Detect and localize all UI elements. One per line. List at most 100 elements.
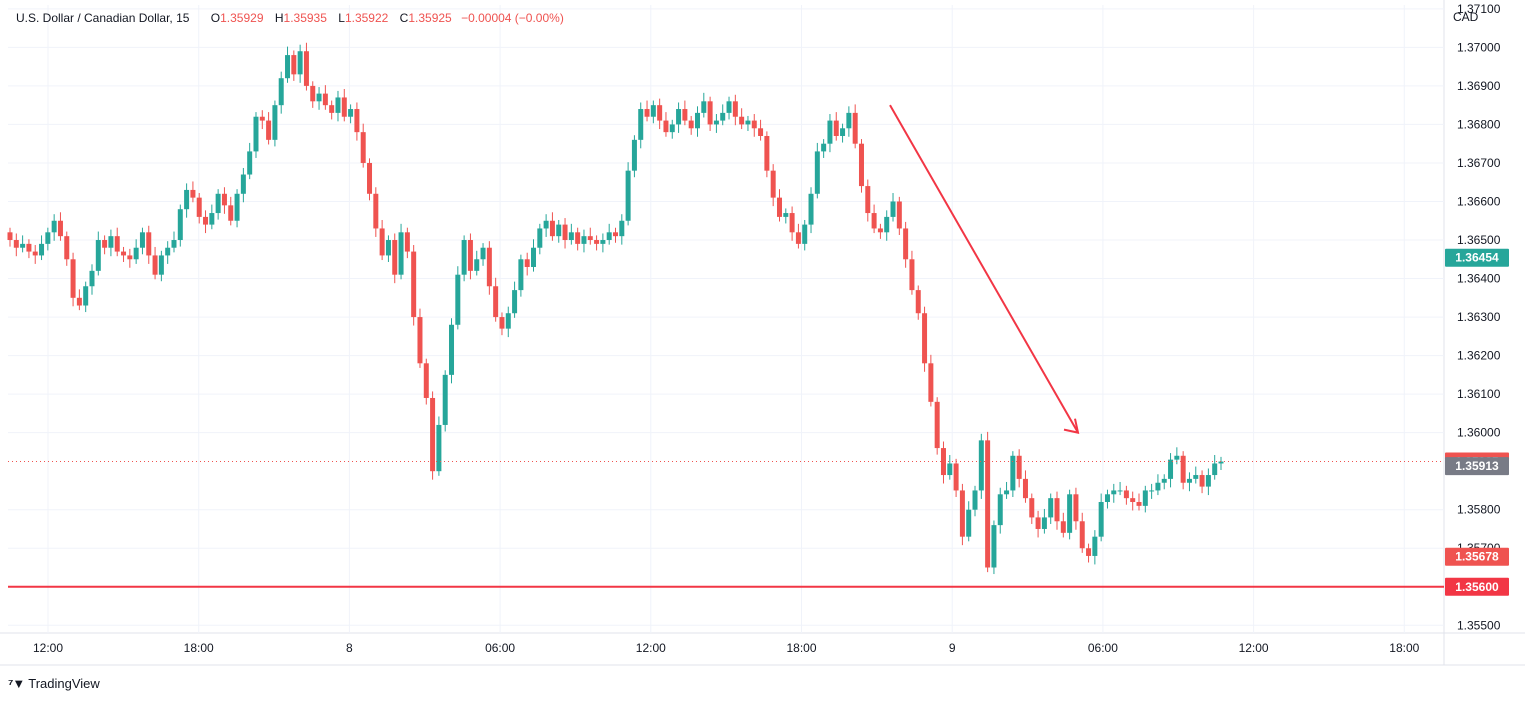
candle-body — [1142, 490, 1148, 506]
candle-body — [259, 116, 265, 121]
price-label: 1.35913 — [1445, 457, 1509, 476]
y-tick-label: 1.36100 — [1457, 387, 1501, 401]
candle — [171, 231, 177, 253]
candle-body — [985, 440, 991, 568]
candle — [367, 158, 373, 201]
candle — [177, 204, 183, 247]
candle-body — [669, 124, 675, 133]
candle — [259, 110, 265, 130]
candle — [682, 100, 688, 126]
candle — [278, 71, 284, 114]
candle — [896, 196, 902, 236]
candle — [858, 139, 864, 193]
candle — [972, 485, 978, 517]
candle-body — [423, 363, 429, 398]
y-tick-label: 1.36200 — [1457, 349, 1501, 363]
candle — [461, 235, 467, 282]
candle-body — [467, 240, 473, 271]
candle-body — [531, 247, 537, 267]
price-label-text: 1.36454 — [1455, 251, 1499, 265]
candle — [720, 104, 726, 126]
candle-body — [442, 374, 448, 425]
price-label-box — [1445, 577, 1509, 596]
candle-body — [1117, 490, 1123, 492]
candle — [455, 266, 461, 330]
candle — [789, 206, 795, 241]
candle-body — [600, 240, 606, 244]
candle — [833, 112, 839, 141]
candle-body — [379, 228, 385, 256]
candle-body — [102, 240, 108, 248]
candle — [480, 243, 486, 266]
y-tick-label: 1.36400 — [1457, 272, 1501, 286]
candle — [89, 264, 95, 295]
candle-body — [751, 120, 757, 129]
candle — [20, 235, 26, 253]
candle-body — [858, 143, 864, 187]
candle-body — [1218, 461, 1224, 464]
candle-body — [915, 290, 921, 314]
candle — [505, 306, 511, 338]
price-label-text: 1.35913 — [1455, 459, 1499, 473]
candle-body — [1168, 459, 1174, 479]
candle — [1035, 510, 1041, 538]
candle-body — [903, 228, 909, 260]
candle-body — [64, 236, 70, 260]
candle — [70, 252, 76, 307]
candle-body — [978, 440, 984, 491]
candle — [852, 104, 858, 149]
candle-body — [821, 143, 827, 152]
candle — [865, 179, 871, 222]
candle-body — [1205, 475, 1211, 487]
x-tick-label: 18:00 — [786, 641, 816, 655]
candle — [783, 208, 789, 224]
x-tick-label: 12:00 — [33, 641, 63, 655]
overlays-layer — [8, 104, 1444, 588]
candle — [512, 281, 518, 318]
candle-body — [404, 232, 410, 252]
candle — [1123, 485, 1129, 505]
candle-body — [1104, 494, 1110, 503]
candle-body — [316, 93, 322, 102]
candles-layer — [7, 42, 1224, 575]
candle — [795, 223, 801, 249]
candle-body — [795, 232, 801, 244]
candle — [139, 227, 145, 255]
candle-body — [524, 259, 530, 267]
candle — [1086, 543, 1092, 563]
candle-body — [146, 232, 152, 256]
candle-body — [493, 286, 499, 318]
y-tick-label: 1.36600 — [1457, 194, 1501, 208]
candle — [32, 245, 38, 264]
candle-body — [783, 213, 789, 217]
candle — [348, 104, 354, 124]
candle — [543, 214, 549, 237]
candle — [1054, 491, 1060, 530]
tradingview-logo[interactable]: ⁷▼ TradingView — [8, 676, 100, 691]
y-tick-label: 1.37100 — [1457, 2, 1501, 16]
candle-body — [32, 251, 38, 256]
price-label: 1.35600 — [1445, 577, 1509, 596]
x-tick-label: 12:00 — [636, 641, 666, 655]
candle-body — [877, 228, 883, 233]
candle-body — [177, 209, 183, 241]
candle — [619, 214, 625, 245]
candle — [985, 431, 991, 573]
symbol-title[interactable]: U.S. Dollar / Canadian Dollar, 15 — [16, 11, 190, 25]
low-label: L — [338, 11, 345, 25]
candle-body — [1054, 498, 1060, 522]
candle — [959, 483, 965, 546]
candle — [1142, 485, 1148, 513]
candle-body — [133, 247, 139, 260]
tradingview-logo-icon: ⁷▼ — [8, 676, 25, 691]
candle-body — [1212, 463, 1218, 476]
candle-body — [83, 286, 89, 306]
candle-body — [802, 224, 808, 244]
candle — [827, 114, 833, 153]
candle — [1199, 470, 1205, 494]
y-tick-label: 1.35800 — [1457, 503, 1501, 517]
candle — [606, 223, 612, 245]
candle-body — [1130, 498, 1136, 503]
ohlc-legend: U.S. Dollar / Canadian Dollar, 15 O1.359… — [16, 11, 564, 25]
